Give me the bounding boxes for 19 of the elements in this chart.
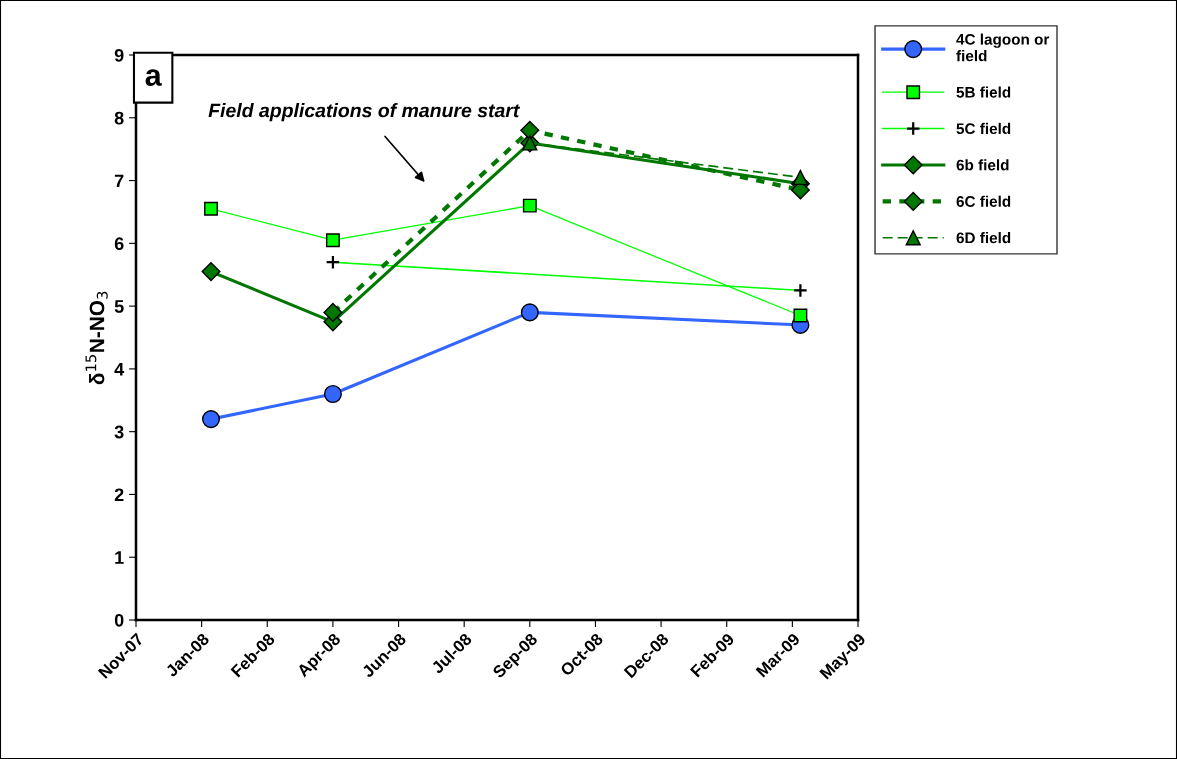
y-tick-label: 0 (114, 613, 124, 627)
y-tick-label: 5 (114, 300, 124, 313)
legend-label: 5C field (956, 122, 1011, 135)
y-tick-label: 1 (115, 551, 124, 564)
y-tick-label: 3 (114, 425, 124, 439)
y-tick-label: 6 (114, 237, 124, 251)
y-axis-title: δ$^{15}$N-NO$_{3}$ (85, 291, 108, 385)
annotation: Field applications of manure start (208, 103, 521, 122)
legend-label: 6b field (956, 159, 1009, 171)
y-tick-label: 7 (114, 174, 124, 188)
legend-label: 6C field (956, 195, 1011, 207)
y-tick-label: 2 (114, 488, 124, 501)
y-tick-label: 9 (114, 48, 124, 62)
legend-label: 6D field (956, 232, 1011, 244)
legend-label: 5B field (956, 86, 1011, 98)
y-tick-label: 4 (114, 363, 125, 376)
annotation: a (145, 69, 162, 86)
y-tick-label: 8 (114, 111, 124, 125)
legend-label: 4C lagoon or field (956, 33, 1050, 62)
